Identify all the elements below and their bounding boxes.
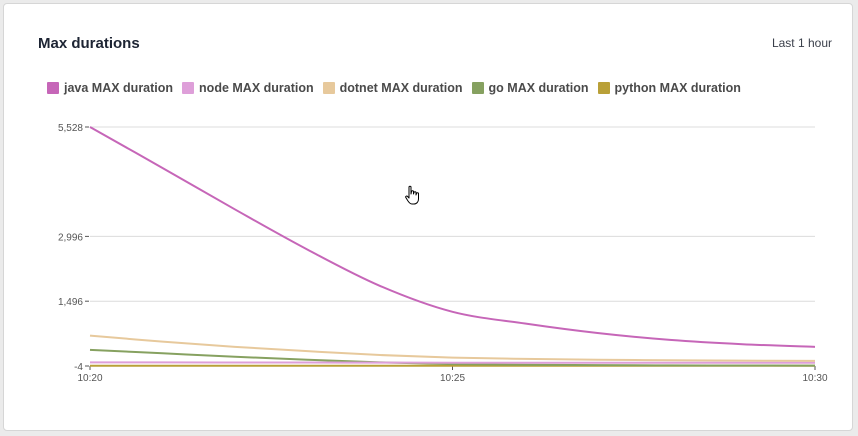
x-tick-label: 10:30 bbox=[802, 373, 827, 384]
legend-item[interactable]: python MAX duration bbox=[597, 81, 741, 95]
legend-item[interactable]: node MAX duration bbox=[182, 81, 314, 95]
chart-card: Max durations Last 1 hour bbox=[3, 3, 853, 431]
y-tick-label: 2,996 bbox=[58, 232, 83, 243]
legend-item[interactable]: go MAX duration bbox=[471, 81, 589, 95]
legend-swatch bbox=[471, 82, 484, 94]
legend-label: python MAX duration bbox=[614, 81, 741, 95]
legend-swatch bbox=[597, 82, 610, 94]
legend-swatch bbox=[47, 82, 59, 94]
legend-swatch bbox=[182, 82, 195, 94]
legend-label: java MAX duration bbox=[64, 81, 174, 95]
legend-label: node MAX duration bbox=[199, 81, 314, 95]
series-line bbox=[89, 334, 816, 362]
legend-item[interactable]: java MAX duration bbox=[47, 81, 173, 95]
x-tick-label: 10:25 bbox=[440, 373, 465, 384]
y-tick-label: 1,496 bbox=[58, 297, 83, 308]
y-tick-label: -4 bbox=[74, 362, 83, 373]
legend-label: go MAX duration bbox=[488, 81, 589, 95]
legend-swatch bbox=[322, 82, 335, 94]
series-line bbox=[89, 126, 816, 348]
card-title: Max durations bbox=[38, 35, 140, 52]
hand-pointer-icon bbox=[405, 185, 419, 205]
chart-legend: java MAX duration node MAX duration dotnet… bbox=[47, 80, 750, 96]
y-tick-label: 5,528 bbox=[58, 123, 83, 134]
x-tick-label: 10:20 bbox=[77, 373, 102, 384]
legend-item[interactable]: dotnet MAX duration bbox=[322, 81, 463, 95]
series-line bbox=[89, 348, 816, 367]
legend-label: dotnet MAX duration bbox=[339, 81, 463, 95]
time-range-label[interactable]: Last 1 hour bbox=[771, 36, 832, 50]
